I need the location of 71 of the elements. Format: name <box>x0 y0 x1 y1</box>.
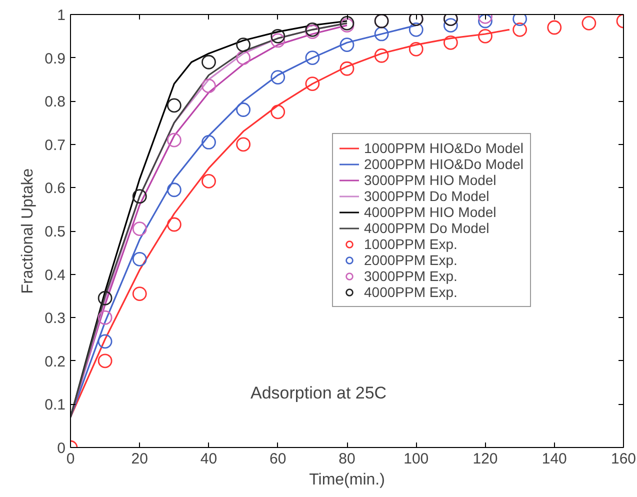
legend-label: 4000PPM Exp. <box>364 284 458 300</box>
point <box>98 310 112 325</box>
point <box>236 102 251 117</box>
legend-label: 2000PPM Exp. <box>364 252 458 268</box>
legend-label: 1000PPM Exp. <box>364 236 458 252</box>
y-tick-label: 0.6 <box>44 180 66 198</box>
x-tick-label: 40 <box>200 450 218 468</box>
point <box>202 54 216 70</box>
point <box>202 174 216 188</box>
y-tick-label: 0.8 <box>44 94 66 111</box>
legend-label: 1000PPM HIO&Do Model <box>364 140 524 156</box>
point <box>478 28 492 44</box>
point <box>166 182 182 198</box>
y-tick-label: 0.7 <box>44 136 66 154</box>
x-axis-title: Time(min.) <box>309 472 385 488</box>
point <box>547 20 562 35</box>
point <box>202 78 216 94</box>
y-tick-label: 0.5 <box>44 224 66 240</box>
y-tick-label: 0 <box>57 440 66 457</box>
x-tick-label: 100 <box>404 450 429 468</box>
y-axis-title: Fractional Uptake <box>20 168 37 294</box>
point <box>305 50 320 65</box>
y-tick-label: 0.1 <box>44 396 66 414</box>
x-tick-label: 160 <box>610 450 636 468</box>
point <box>478 14 492 28</box>
x-tick-label: 60 <box>270 450 286 468</box>
point <box>98 334 112 349</box>
x-tick-label: 80 <box>338 450 356 468</box>
point <box>582 16 596 30</box>
legend-label: 4000PPM HIO Model <box>364 204 496 220</box>
point <box>202 135 216 150</box>
y-tick-label: 1 <box>57 7 66 24</box>
point <box>374 48 389 63</box>
point <box>443 35 458 50</box>
y-tick-label: 0.9 <box>44 50 66 68</box>
legend-label: 3000PPM Exp. <box>364 268 458 284</box>
point <box>98 354 112 368</box>
point <box>374 26 389 42</box>
point <box>236 50 251 65</box>
point <box>132 252 147 266</box>
legend-label: 4000PPM Do Model <box>364 220 490 236</box>
x-tick-label: 20 <box>131 450 148 468</box>
y-tick-label: 0.3 <box>44 310 66 328</box>
legend-label: 3000PPM Do Model <box>364 188 490 204</box>
point <box>166 132 182 148</box>
point <box>270 28 286 44</box>
point <box>443 18 458 33</box>
point <box>236 38 251 52</box>
point <box>408 42 424 56</box>
point <box>340 61 354 76</box>
y-tick-label: 0.4 <box>44 266 66 284</box>
point <box>98 290 112 306</box>
point <box>270 33 286 48</box>
legend-label: 3000PPM HIO Model <box>364 172 496 188</box>
point <box>305 76 320 91</box>
point <box>132 189 147 204</box>
point <box>236 137 251 152</box>
point <box>512 22 528 37</box>
legend-label: 2000PPM HIO&Do Model <box>364 156 524 172</box>
y-tick-label: 0.2 <box>44 353 66 370</box>
point <box>408 22 424 37</box>
x-tick-label: 140 <box>542 450 567 468</box>
point <box>132 222 147 236</box>
annotation: Adsorption at 25C <box>250 384 387 402</box>
point <box>166 217 182 232</box>
point <box>270 70 286 84</box>
point <box>166 98 182 113</box>
point <box>270 104 286 120</box>
x-tick-label: 120 <box>472 450 498 468</box>
point <box>132 286 147 301</box>
point <box>340 38 354 52</box>
